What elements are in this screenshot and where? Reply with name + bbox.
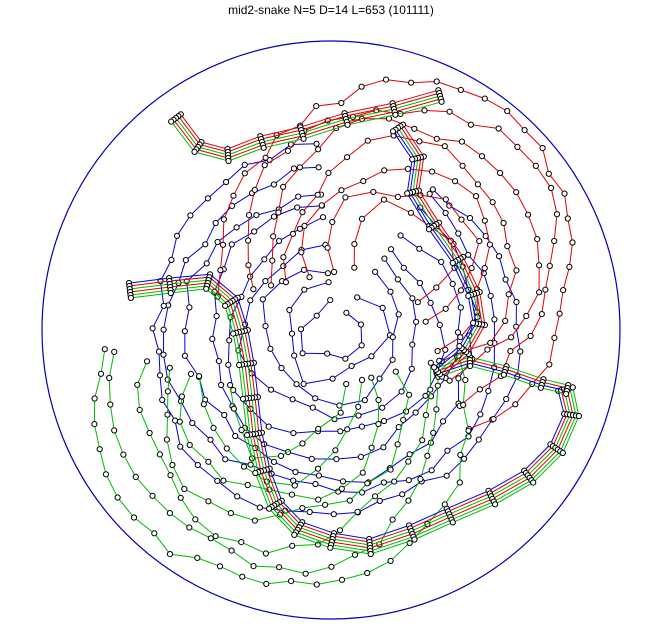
- figure-title: mid2-snake N=5 D=14 L=653 (101111): [228, 3, 434, 17]
